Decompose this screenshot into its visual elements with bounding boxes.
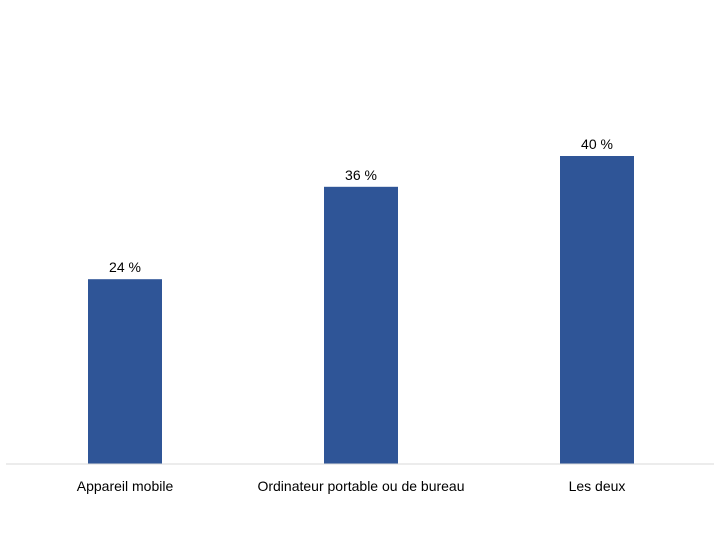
bar (560, 156, 634, 464)
data-label: 36 % (345, 167, 377, 183)
labels-group: 24 % Appareil mobile 36 % Ordinateur portab… (77, 136, 626, 494)
category-label: Ordinateur portable ou de bureau (257, 478, 464, 494)
category-label: Appareil mobile (77, 478, 174, 494)
bar (88, 279, 162, 464)
data-label: 24 % (109, 259, 141, 275)
bar (324, 186, 398, 465)
category-label: Les deux (569, 478, 626, 494)
bars-group (88, 156, 634, 465)
data-label: 40 % (581, 136, 613, 152)
